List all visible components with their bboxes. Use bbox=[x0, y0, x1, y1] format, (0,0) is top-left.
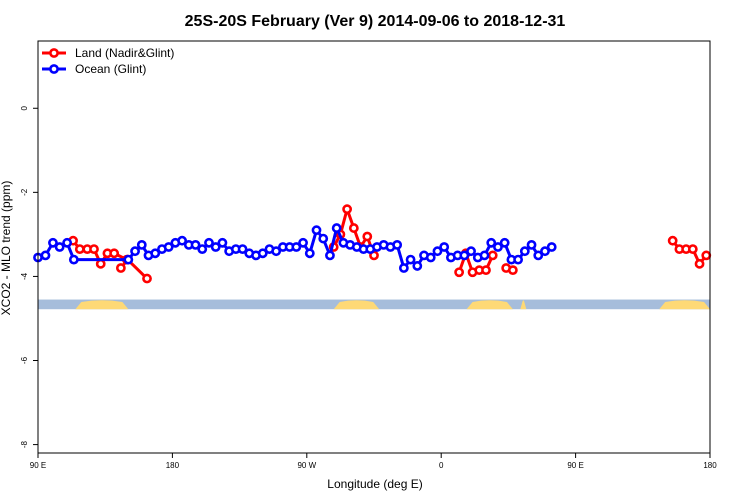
data-point bbox=[513, 254, 524, 265]
land-band bbox=[520, 300, 527, 310]
data-point bbox=[123, 254, 134, 265]
y-axis: 0 -2 -4 -6 -8 bbox=[20, 105, 38, 448]
data-point bbox=[109, 248, 120, 259]
data-point bbox=[311, 225, 322, 236]
data-point bbox=[177, 235, 188, 246]
data-point bbox=[507, 265, 518, 276]
data-point bbox=[74, 244, 85, 255]
data-point bbox=[298, 237, 308, 248]
land-band bbox=[333, 300, 380, 310]
data-point bbox=[439, 242, 450, 252]
data-point bbox=[163, 242, 174, 252]
y-tick-label: -2 bbox=[20, 188, 29, 196]
data-point bbox=[257, 248, 268, 259]
data-point bbox=[95, 258, 106, 269]
legend-marker bbox=[49, 64, 59, 74]
data-point bbox=[291, 242, 302, 252]
data-point bbox=[190, 239, 201, 250]
land-ocean-strip bbox=[38, 299, 710, 310]
data-point bbox=[342, 204, 353, 215]
data-point bbox=[425, 252, 436, 263]
data-point bbox=[142, 273, 152, 284]
data-point bbox=[271, 246, 282, 257]
legend-item: Land (Nadir&Glint) bbox=[42, 46, 174, 60]
x-tick-label: 180 bbox=[166, 461, 180, 470]
legend-label: Land (Nadir&Glint) bbox=[75, 46, 174, 60]
data-point bbox=[197, 244, 208, 255]
plot-frame bbox=[37, 40, 711, 454]
y-axis-label: XCO2 - MLO trend (ppm) bbox=[0, 181, 13, 316]
data-point bbox=[325, 250, 335, 261]
x-axis: 90 E 180 90 W 0 90 E 180 bbox=[30, 453, 717, 470]
data-point bbox=[68, 254, 79, 265]
data-point bbox=[362, 231, 373, 242]
data-point bbox=[546, 242, 557, 252]
data-point bbox=[62, 237, 73, 248]
data-point bbox=[479, 250, 490, 261]
legend: Land (Nadir&Glint) Ocean (Glint) bbox=[42, 46, 174, 76]
data-point bbox=[217, 237, 228, 248]
data-point bbox=[210, 242, 221, 252]
data-point bbox=[481, 265, 491, 276]
data-point bbox=[40, 250, 51, 261]
data-point bbox=[533, 250, 544, 261]
land-band bbox=[75, 300, 129, 310]
data-point bbox=[115, 263, 126, 273]
data-point bbox=[487, 250, 498, 261]
y-tick-label: -8 bbox=[20, 440, 29, 448]
y-tick-label: 0 bbox=[20, 105, 29, 110]
data-point bbox=[412, 261, 423, 271]
land-band bbox=[466, 300, 513, 310]
data-point bbox=[89, 244, 99, 255]
data-point bbox=[694, 258, 705, 269]
data-point bbox=[54, 242, 65, 252]
series-layer bbox=[33, 204, 712, 284]
legend-marker bbox=[49, 48, 59, 58]
data-point bbox=[331, 223, 342, 233]
data-point bbox=[150, 248, 161, 259]
data-point bbox=[392, 239, 403, 250]
data-point bbox=[136, 239, 147, 250]
y-tick-label: -4 bbox=[20, 272, 29, 280]
legend-item: Ocean (Glint) bbox=[42, 62, 146, 76]
x-tick-label: 90 E bbox=[30, 461, 46, 470]
x-tick-label: 90 E bbox=[567, 461, 583, 470]
data-point bbox=[130, 246, 140, 257]
x-axis-label: Longitude (deg E) bbox=[327, 477, 422, 491]
data-point bbox=[204, 237, 214, 248]
data-point bbox=[454, 267, 465, 278]
data-point bbox=[687, 244, 698, 255]
series-1 bbox=[33, 223, 557, 273]
data-point bbox=[486, 237, 497, 248]
data-point bbox=[667, 235, 678, 246]
x-tick-label: 180 bbox=[703, 461, 717, 470]
data-point bbox=[318, 233, 329, 244]
legend-label: Ocean (Glint) bbox=[75, 62, 146, 76]
data-point bbox=[540, 246, 550, 257]
data-point bbox=[304, 248, 315, 259]
data-point bbox=[499, 237, 510, 248]
x-tick-label: 0 bbox=[439, 461, 444, 470]
y-tick-label: -6 bbox=[20, 356, 29, 364]
data-point bbox=[519, 246, 530, 257]
land-band bbox=[659, 300, 710, 310]
data-point bbox=[526, 239, 537, 250]
data-point bbox=[237, 244, 248, 255]
x-tick-label: 90 W bbox=[297, 461, 316, 470]
data-point bbox=[493, 242, 503, 252]
data-point bbox=[701, 250, 712, 261]
data-point bbox=[348, 223, 359, 233]
chart-title: 25S-20S February (Ver 9) 2014-09-06 to 2… bbox=[185, 13, 566, 30]
data-point bbox=[432, 246, 443, 257]
data-point bbox=[405, 254, 416, 265]
data-point bbox=[398, 263, 409, 273]
data-point bbox=[459, 250, 470, 261]
data-point bbox=[48, 237, 58, 248]
data-point bbox=[466, 246, 476, 257]
